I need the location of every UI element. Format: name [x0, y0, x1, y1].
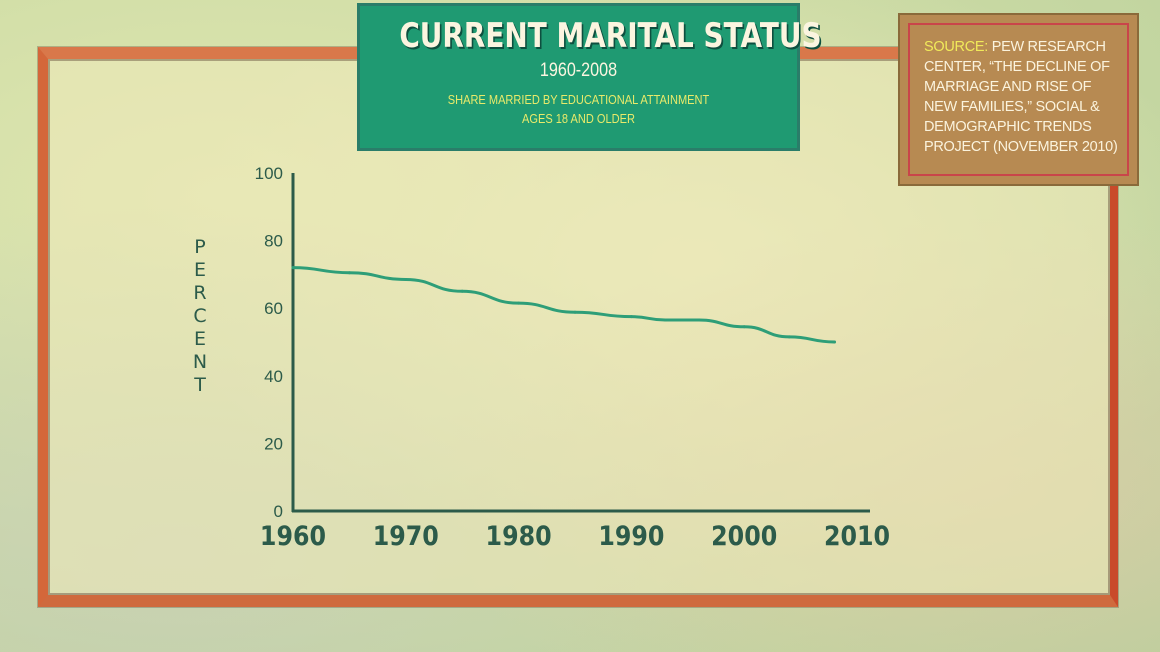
- x-tick-label: 1990: [598, 520, 664, 552]
- series-point: [742, 325, 746, 329]
- source-label: SOURCE:: [924, 39, 988, 55]
- series-point: [460, 289, 464, 293]
- subtitle-line-2: AGES 18 AND OLDER: [521, 111, 635, 126]
- y-axis-label-letter: C: [193, 305, 207, 327]
- chart-subtitle: SHARE MARRIED BY EDUCATIONAL ATTAINMENT …: [393, 90, 764, 128]
- series-point: [832, 340, 836, 344]
- title-panel: CURRENT MARITAL STATUS 1960-2008 SHARE M…: [357, 3, 822, 151]
- series-point: [629, 315, 633, 319]
- source-text-block: SOURCE: PEW RESEARCH CENTER, “THE DECLIN…: [908, 23, 1129, 176]
- y-axis-label-letter: E: [193, 328, 206, 350]
- series-point: [663, 318, 667, 322]
- chart-axes: [291, 173, 870, 513]
- series-line: [291, 266, 836, 344]
- y-axis-label-letter: E: [193, 259, 206, 281]
- y-tick-label: 0: [274, 502, 283, 521]
- series-point: [697, 318, 701, 322]
- y-axis-label-letter: P: [194, 236, 206, 258]
- y-axis-label-letter: T: [194, 374, 206, 396]
- y-axis-label-letter: R: [193, 282, 207, 304]
- y-tick-label: 80: [264, 232, 283, 251]
- chart-series: [291, 266, 836, 344]
- chart-title: CURRENT MARITAL STATUS: [399, 16, 822, 56]
- series-point: [404, 277, 408, 281]
- chart-years: 1960-2008: [539, 60, 618, 81]
- series-point: [291, 266, 295, 270]
- x-tick-label: 2010: [824, 520, 890, 552]
- x-tick-label: 1980: [486, 520, 552, 552]
- x-tick-label: 2000: [711, 520, 777, 552]
- x-tick-label: 1970: [373, 520, 439, 552]
- y-tick-label: 20: [264, 434, 283, 453]
- x-tick-label: 1960: [260, 520, 326, 552]
- series-point: [347, 271, 351, 275]
- series-point: [517, 301, 521, 305]
- y-tick-label: 40: [264, 367, 283, 386]
- series-point: [573, 310, 577, 314]
- source-panel: SOURCE: PEW RESEARCH CENTER, “THE DECLIN…: [898, 13, 1139, 186]
- subtitle-line-1: SHARE MARRIED BY EDUCATIONAL ATTAINMENT: [447, 92, 710, 107]
- chart-ticks: 0 20 40 60 80 100 1960 1970 1980 1990 2000 2010: [255, 164, 890, 551]
- y-tick-label: 100: [255, 164, 283, 183]
- series-point: [787, 335, 791, 339]
- source-text: PEW RESEARCH CENTER, “THE DECLINE OF MAR…: [924, 39, 1118, 155]
- y-axis-label-letter: N: [192, 351, 208, 373]
- y-tick-label: 60: [264, 299, 283, 318]
